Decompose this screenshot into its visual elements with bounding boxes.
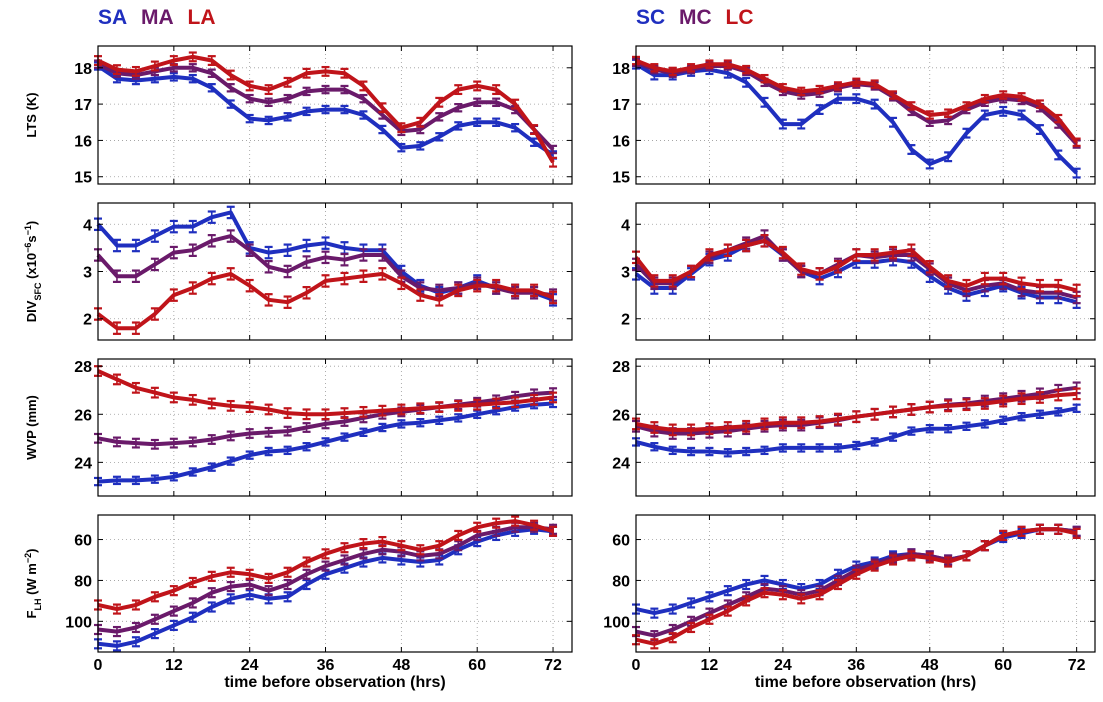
axes-frame <box>97 358 573 497</box>
y-tick-label: 80 <box>612 573 630 590</box>
y-tick-label: 60 <box>612 533 630 550</box>
y-tick-label: 28 <box>74 359 92 376</box>
y-tick-label: 4 <box>83 217 92 234</box>
axes-frame <box>635 358 1096 497</box>
series-lc <box>632 55 1081 147</box>
panel-flh-left: 60 80 100 0 12 24 36 48 60 72 time before observat… <box>23 514 573 691</box>
x-tick-label: 36 <box>317 657 335 674</box>
y-tick-label: 26 <box>74 407 92 424</box>
y-tick-label: 28 <box>612 359 630 376</box>
legend-label-sa: SA <box>98 6 128 29</box>
y-tick-label: 24 <box>612 455 630 472</box>
x-tick-label: 60 <box>994 657 1012 674</box>
y-tick-label: 16 <box>612 133 630 150</box>
y-axis-label-part: (W m <box>24 563 39 598</box>
series-la <box>94 51 558 168</box>
panel-wvp-left: 24 26 28 WVP (mm) <box>24 358 573 497</box>
panel-flh-right: 60 80 100 0 12 24 36 48 60 72 time before observat… <box>603 514 1096 691</box>
y-tick-label: 100 <box>65 614 92 631</box>
panel-div-left: 2 3 4 DIVSFC (x10−6s−1) <box>23 202 573 341</box>
x-axis-label: time before observation (hrs) <box>224 674 445 691</box>
y-tick-label: 80 <box>74 573 92 590</box>
panel-lts-left: 15 16 17 18 LTS (K) <box>24 45 573 187</box>
legend-label-mc: MC <box>679 6 712 29</box>
legend-label-ma: MA <box>141 6 174 29</box>
series-lc <box>632 234 1081 298</box>
y-tick-label: 15 <box>612 170 630 187</box>
series-lc <box>632 523 1081 650</box>
y-tick-label: 2 <box>621 312 630 329</box>
y-axis-label-part: LH <box>33 599 43 611</box>
x-tick-label: 48 <box>921 657 939 674</box>
y-tick-label: 60 <box>74 533 92 550</box>
legend-left: SA MA LA <box>98 6 224 30</box>
series-ma <box>94 59 558 155</box>
panel-lts-right: 15 16 17 18 <box>612 45 1096 187</box>
series-la <box>94 515 558 615</box>
x-axis-label: time before observation (hrs) <box>755 674 976 691</box>
x-tick-label: 48 <box>392 657 410 674</box>
y-axis-label-part: ) <box>24 549 39 553</box>
legend-label-lc: LC <box>725 6 754 29</box>
y-axis-label-part: s <box>24 235 39 242</box>
y-tick-label: 100 <box>603 614 630 631</box>
axes-frame <box>635 45 1096 185</box>
y-axis-label-part: WVP (mm) <box>24 395 39 460</box>
y-axis-label-part: −6 <box>23 243 33 253</box>
x-tick-label: 0 <box>94 657 103 674</box>
series-sc <box>632 403 1081 458</box>
x-tick-label: 24 <box>774 657 792 674</box>
x-tick-label: 60 <box>468 657 486 674</box>
x-tick-label: 72 <box>544 657 562 674</box>
series-la <box>94 267 558 335</box>
series-sa <box>94 61 558 160</box>
y-tick-label: 26 <box>612 407 630 424</box>
y-axis-label: WVP (mm) <box>24 395 39 460</box>
legend-right: SC MC LC <box>636 6 762 30</box>
y-tick-label: 15 <box>74 170 92 187</box>
y-tick-label: 18 <box>74 61 92 78</box>
y-axis-label-part: SFC <box>33 282 43 301</box>
x-tick-label: 24 <box>241 657 259 674</box>
series-la <box>94 365 558 421</box>
y-tick-label: 3 <box>621 265 630 282</box>
axes-frame <box>635 514 1096 653</box>
x-tick-label: 36 <box>847 657 865 674</box>
legend-label-la: LA <box>187 6 216 29</box>
y-tick-label: 16 <box>74 133 92 150</box>
y-axis-label-part: LTS (K) <box>24 92 39 137</box>
x-tick-label: 12 <box>165 657 183 674</box>
y-axis-label-part: (x10 <box>24 253 39 283</box>
x-tick-label: 12 <box>701 657 719 674</box>
y-tick-label: 18 <box>612 61 630 78</box>
y-axis-label-part: DIV <box>24 300 39 322</box>
panel-div-right: 2 3 4 <box>621 202 1096 341</box>
y-axis-label-part: −2 <box>23 553 33 563</box>
series-line <box>635 527 1078 646</box>
y-axis-label: LTS (K) <box>24 92 39 137</box>
y-tick-label: 17 <box>74 97 92 114</box>
x-tick-label: 0 <box>632 657 641 674</box>
y-tick-label: 2 <box>83 312 92 329</box>
panel-wvp-right: 24 26 28 <box>612 358 1096 497</box>
y-tick-label: 24 <box>74 455 92 472</box>
y-axis-label-part: −1 <box>23 225 33 235</box>
y-tick-label: 17 <box>612 97 630 114</box>
legend-label-sc: SC <box>636 6 666 29</box>
axes-frame <box>97 45 573 185</box>
axes-frame <box>97 514 573 653</box>
y-tick-label: 3 <box>83 265 92 282</box>
y-axis-label: FLH (W m−2) <box>23 549 43 619</box>
series-lc <box>632 387 1081 437</box>
x-tick-label: 72 <box>1068 657 1086 674</box>
series-ma <box>94 521 558 638</box>
y-axis-label-part: ) <box>24 221 39 225</box>
y-axis-label-part: F <box>24 610 39 618</box>
y-axis-label: DIVSFC (x10−6s−1) <box>23 221 43 322</box>
y-tick-label: 4 <box>621 217 630 234</box>
